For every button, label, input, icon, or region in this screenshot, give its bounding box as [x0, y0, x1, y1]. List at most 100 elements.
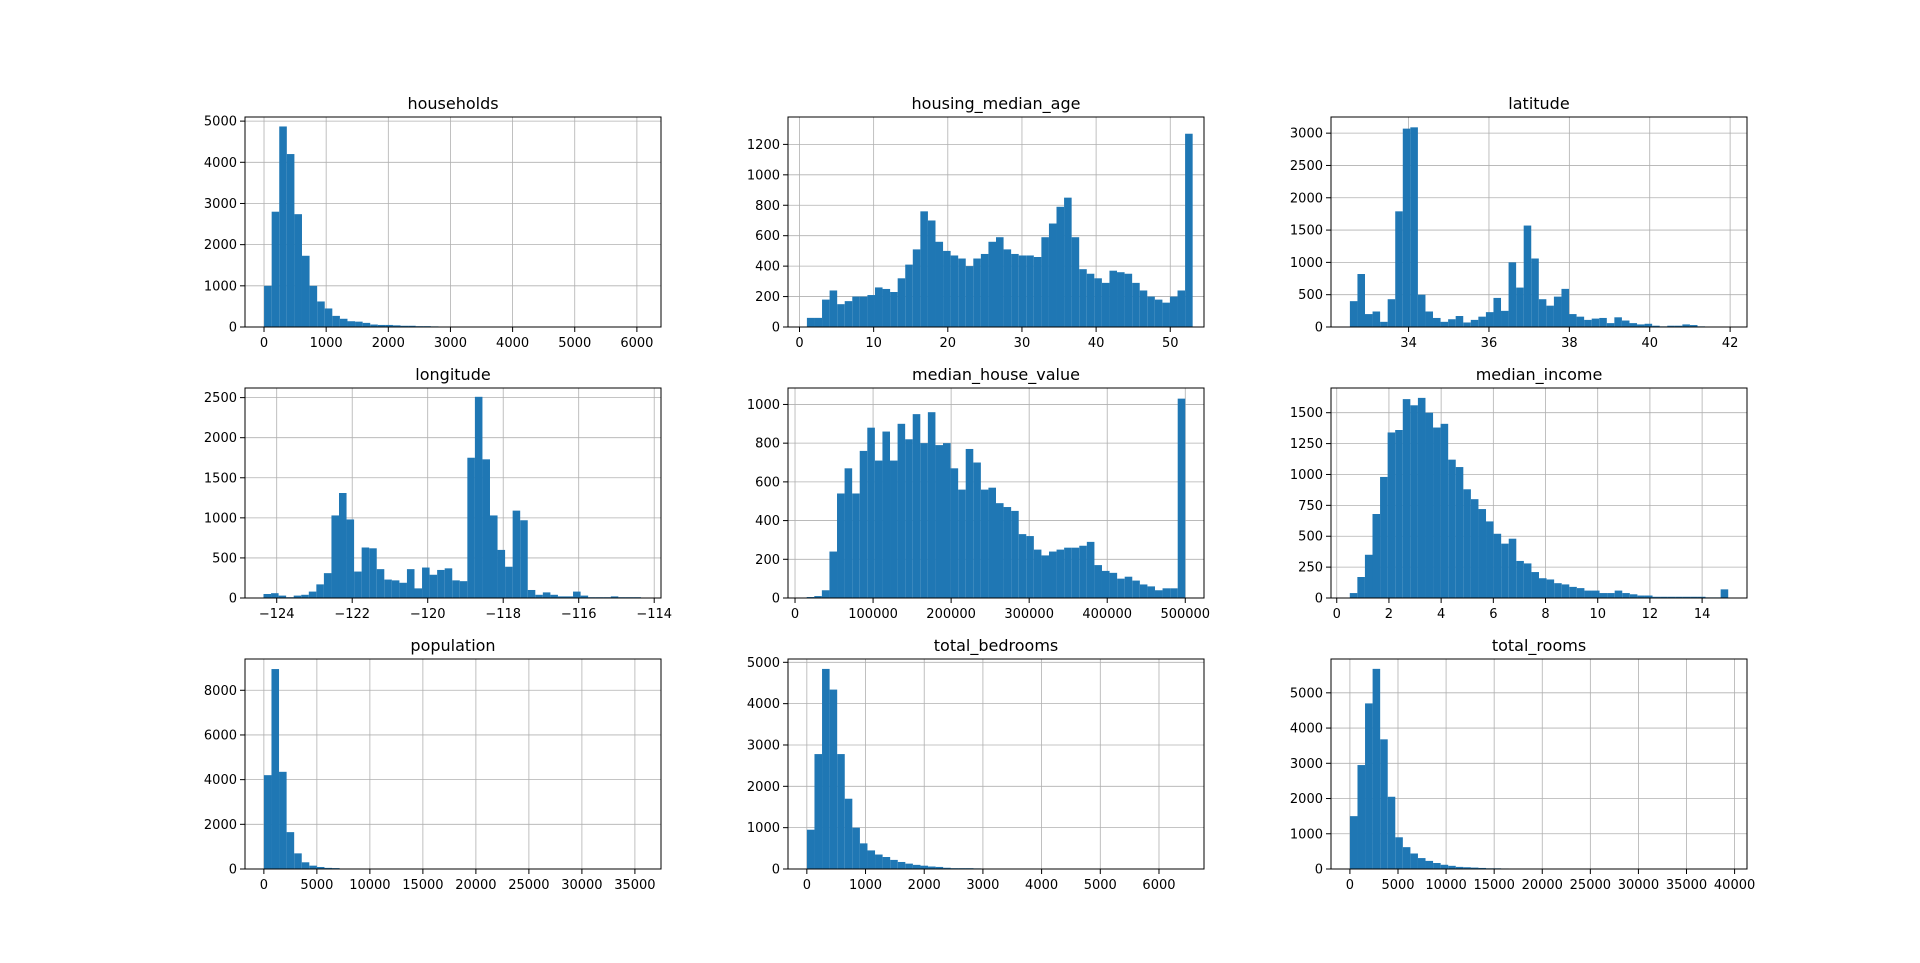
histogram-bar [1553, 296, 1562, 327]
histogram-bar [958, 489, 966, 598]
histogram-bar [943, 250, 951, 327]
x-tick-label: 25000 [508, 878, 549, 893]
histogram-bar [1455, 467, 1464, 598]
histogram-bar [317, 301, 325, 327]
x-tick-label: 15000 [402, 878, 443, 893]
histogram-bar [324, 867, 333, 869]
histogram-bar [1478, 867, 1486, 869]
histogram-bar [1117, 272, 1125, 327]
histogram-bar [271, 593, 279, 598]
histogram-bar [1607, 593, 1615, 598]
histogram-bar [1516, 560, 1524, 598]
histogram-bar [950, 468, 959, 598]
histogram-bar [1011, 510, 1019, 598]
histogram-bar [339, 318, 348, 327]
histogram-bar [1402, 847, 1411, 869]
histogram-bar [874, 460, 883, 598]
y-tick-label: 250 [1298, 561, 1323, 576]
histogram-bar [301, 594, 309, 598]
histogram-bar [385, 324, 393, 327]
histogram-bar [867, 850, 876, 869]
y-tick-label: 1000 [204, 279, 237, 294]
y-tick-label: 4000 [747, 697, 780, 712]
x-tick-label: 2000 [372, 336, 405, 351]
subplot-total-bedrooms: total_bedrooms 0 1000 2000 3000 4000 5000 6000 0… [747, 636, 1205, 893]
histogram-bar [1606, 323, 1615, 327]
histogram-bar [580, 595, 589, 598]
subplot-median-house-value: median_house_value 0 100000 200000 300000 400… [747, 365, 1210, 622]
histogram-bar [406, 569, 415, 598]
histogram-bar [995, 503, 1004, 598]
histogram-bar [859, 843, 868, 869]
x-tick-label: 42 [1722, 336, 1739, 351]
histogram-bar [308, 591, 317, 598]
histogram-bar [1455, 316, 1464, 327]
histogram-bar [1614, 317, 1622, 327]
histogram-bar [1048, 551, 1057, 598]
histogram-bar [844, 798, 853, 869]
subplot-title: total_rooms [1492, 636, 1586, 656]
x-tick-label: 40000 [1714, 878, 1755, 893]
y-tick-label: 3000 [1290, 127, 1323, 142]
histogram-bar [1372, 668, 1381, 869]
histogram-bar [1682, 596, 1691, 598]
histogram-bar [1387, 432, 1396, 598]
histogram-bar [1417, 858, 1426, 869]
y-tick-label: 0 [1315, 592, 1323, 607]
x-tick-label: 25000 [1570, 878, 1611, 893]
x-tick-label: 0 [260, 336, 268, 351]
histogram-bar [474, 396, 483, 598]
histogram-bar [1599, 317, 1607, 327]
histogram-bar [1674, 325, 1683, 327]
histogram-bar [489, 515, 498, 598]
histogram-bar [414, 588, 423, 598]
y-tick-label: 1000 [204, 511, 237, 526]
histogram-bar [1690, 596, 1698, 598]
y-tick-label: 0 [772, 592, 780, 607]
histogram-bar [279, 771, 287, 869]
histogram-bar [1086, 541, 1095, 598]
histogram-bar [1372, 311, 1381, 327]
histogram-bar [1056, 549, 1065, 598]
y-tick-label: 1000 [747, 821, 780, 836]
y-tick-label: 5000 [1290, 686, 1323, 701]
histogram-bar [1622, 593, 1630, 598]
x-tick-label: 3000 [434, 336, 467, 351]
y-tick-label: 1000 [747, 398, 780, 413]
histogram-bar [1147, 296, 1155, 327]
y-tick-label: 800 [755, 199, 780, 214]
histogram-bar [912, 249, 921, 327]
axes-frame [787, 387, 1205, 599]
histogram-bar [973, 462, 981, 598]
histogram-bar [294, 214, 302, 327]
histogram-bar [263, 593, 272, 598]
histogram-bar [1357, 577, 1365, 598]
histogram-bar [1440, 423, 1449, 598]
x-tick-label: 6000 [1142, 878, 1175, 893]
x-tick-label: 0 [791, 607, 799, 622]
histogram-bar [874, 287, 883, 327]
histogram-bar [1644, 323, 1653, 327]
histogram-bar [829, 551, 838, 598]
y-tick-label: 2500 [1290, 159, 1323, 174]
histogram-bar [1599, 593, 1608, 598]
histogram-bar [1380, 476, 1388, 598]
y-tick-label: 1000 [1290, 468, 1323, 483]
histogram-bar [1425, 412, 1434, 598]
y-tick-label: 4000 [204, 156, 237, 171]
histogram-bar [1478, 316, 1486, 327]
histogram-bar [1402, 399, 1411, 598]
x-tick-label: 4000 [1025, 878, 1058, 893]
x-tick-label: 38 [1561, 336, 1578, 351]
histogram-bar [1349, 593, 1358, 598]
histogram-bar [988, 487, 996, 598]
histogram-bar [1644, 595, 1653, 598]
subplot-title: total_bedrooms [934, 636, 1058, 656]
histogram-bar [1417, 294, 1426, 327]
histogram-bar [1667, 596, 1676, 598]
histogram-bar [324, 308, 333, 327]
y-tick-label: 500 [1298, 530, 1323, 545]
histogram-bar [1538, 299, 1547, 327]
histogram-bar [384, 579, 392, 598]
x-tick-label: 40 [1641, 336, 1658, 351]
